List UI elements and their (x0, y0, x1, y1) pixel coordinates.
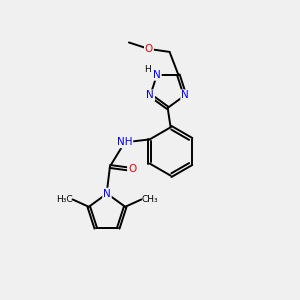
Text: H: H (144, 65, 151, 74)
Text: N: N (153, 70, 161, 80)
Text: O: O (128, 164, 136, 174)
Text: O: O (145, 44, 153, 54)
Text: NH: NH (117, 137, 132, 147)
Text: N: N (146, 90, 154, 100)
Text: CH₃: CH₃ (141, 195, 158, 204)
Text: N: N (181, 90, 189, 100)
Text: N: N (103, 189, 111, 199)
Text: H₃C: H₃C (56, 195, 73, 204)
